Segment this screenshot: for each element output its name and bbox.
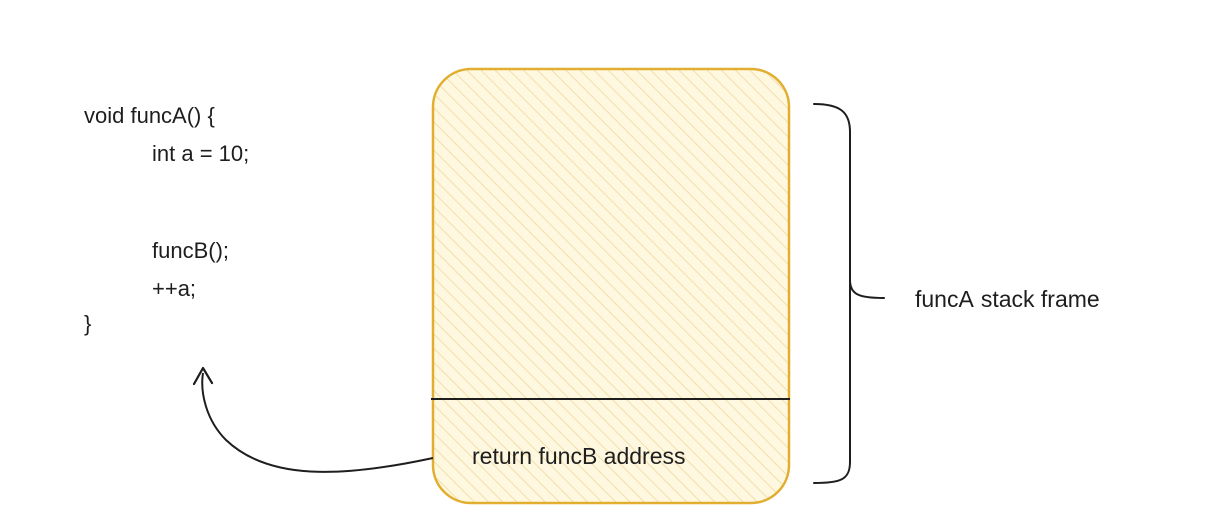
code-line-function-call: funcB(); bbox=[152, 238, 230, 263]
stack-frame-label: funcA stack frame bbox=[915, 286, 1100, 313]
return-arrow bbox=[201, 372, 434, 473]
code-block: void funcA() { int a = 10; funcB(); ++a;… bbox=[84, 105, 404, 345]
stack-frame-function-name: funcA bbox=[915, 286, 974, 312]
stack-frame-box bbox=[431, 67, 791, 505]
code-line-closing-brace: } bbox=[84, 311, 92, 336]
code-line-increment: ++a; bbox=[152, 276, 197, 301]
code-line-function-signature: void funcA() { bbox=[84, 103, 215, 128]
code-line-variable-declaration: int a = 10; bbox=[152, 141, 250, 166]
arrowhead-icon bbox=[192, 366, 214, 386]
return-address-label: return funcB address bbox=[472, 443, 686, 469]
stack-frame-text: stack frame bbox=[980, 286, 1100, 312]
stack-frame-brace bbox=[813, 103, 885, 484]
